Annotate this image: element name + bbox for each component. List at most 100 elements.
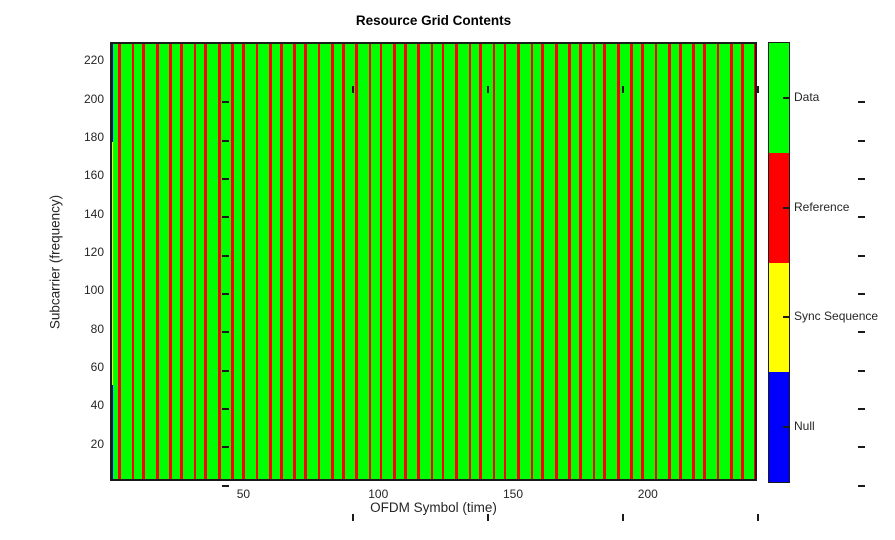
reference-symbol-stripe xyxy=(603,42,607,481)
x-tick-mark xyxy=(352,514,355,521)
x-tick-label: 150 xyxy=(503,487,524,501)
colorbar-tick-mark xyxy=(783,206,790,209)
reference-symbol-stripe xyxy=(703,42,706,481)
reference-symbol-stripe xyxy=(393,42,396,481)
x-tick-mark xyxy=(352,86,355,93)
y-tick-label: 40 xyxy=(90,398,104,413)
reference-symbol-stripe xyxy=(355,42,358,481)
reference-symbol-stripe xyxy=(692,42,695,481)
reference-symbol-stripe xyxy=(568,42,571,481)
x-tick-mark xyxy=(756,514,759,521)
reference-symbol-stripe xyxy=(730,42,733,481)
reference-symbol-stripe xyxy=(417,42,420,481)
y-tick-label: 200 xyxy=(83,91,104,106)
y-tick-mark xyxy=(858,254,865,257)
colorbar-segment xyxy=(769,152,789,263)
y-tick-label: 80 xyxy=(90,321,104,336)
y-tick-mark xyxy=(858,369,865,372)
y-tick-mark xyxy=(858,101,865,104)
y-tick-label: 120 xyxy=(83,244,104,259)
x-tick-label: 200 xyxy=(637,487,658,501)
reference-symbol-stripe xyxy=(455,42,458,481)
reference-symbol-stripe xyxy=(403,42,407,481)
reference-symbol-stripe xyxy=(217,42,221,481)
reference-symbol-stripe xyxy=(592,42,596,481)
y-tick-mark xyxy=(858,177,865,180)
y-tick-label: 160 xyxy=(83,168,104,183)
reference-symbol-stripe xyxy=(554,42,558,481)
sync-sequence-segment xyxy=(110,141,113,386)
y-tick-label: 20 xyxy=(90,436,104,451)
reference-symbol-stripe xyxy=(204,42,208,481)
x-axis-label: OFDM Symbol (time) xyxy=(370,500,497,515)
x-tick-mark xyxy=(487,514,490,521)
reference-symbol-stripe xyxy=(616,42,620,481)
y-tick-mark xyxy=(858,446,865,449)
reference-symbol-stripe xyxy=(492,42,496,481)
reference-symbol-stripe xyxy=(430,42,434,481)
sync-symbol-column xyxy=(110,42,113,481)
y-tick-label: 60 xyxy=(90,359,104,374)
reference-symbol-stripe xyxy=(193,42,197,481)
y-tick-mark xyxy=(222,101,229,104)
reference-symbol-stripe xyxy=(341,42,345,481)
reference-symbol-stripe xyxy=(479,42,483,481)
reference-symbol-stripe xyxy=(242,42,245,481)
y-tick-label: 140 xyxy=(83,206,104,221)
y-tick-mark xyxy=(222,446,229,449)
reference-symbol-stripe xyxy=(169,42,172,481)
reference-symbol-stripe xyxy=(255,42,259,481)
y-tick-mark xyxy=(858,407,865,410)
reference-symbol-stripe xyxy=(155,42,159,481)
reference-symbol-stripe xyxy=(740,42,744,481)
y-tick-mark xyxy=(222,254,229,257)
y-tick-mark xyxy=(858,331,865,334)
y-tick-label: 220 xyxy=(83,53,104,68)
reference-symbol-stripe xyxy=(579,42,582,481)
x-tick-mark xyxy=(756,86,759,93)
y-tick-label: 180 xyxy=(83,129,104,144)
reference-symbol-stripe xyxy=(530,42,534,481)
y-tick-label: 100 xyxy=(83,283,104,298)
colorbar-segment xyxy=(769,43,789,153)
resource-grid-canvas[interactable] xyxy=(110,42,757,481)
null-subcarriers-segment xyxy=(110,42,113,142)
x-tick-mark xyxy=(622,86,625,93)
reference-symbol-stripe xyxy=(142,42,146,481)
reference-symbol-stripe xyxy=(293,42,296,481)
reference-symbol-stripe xyxy=(716,42,720,481)
reference-symbol-stripe xyxy=(317,42,321,481)
colorbar-tick-mark xyxy=(783,316,790,319)
reference-symbol-stripe xyxy=(269,42,272,481)
reference-symbol-stripe xyxy=(468,42,472,481)
colorbar-tick-mark xyxy=(783,426,790,429)
reference-symbol-stripe xyxy=(678,42,682,481)
reference-symbol-stripe xyxy=(379,42,383,481)
colorbar-segment-label: Reference xyxy=(794,199,850,214)
y-tick-mark xyxy=(222,216,229,219)
x-tick-label: 100 xyxy=(368,487,389,501)
y-tick-mark xyxy=(222,369,229,372)
y-tick-mark xyxy=(222,292,229,295)
reference-symbol-stripe xyxy=(754,42,757,481)
y-tick-mark xyxy=(858,139,865,142)
colorbar-segment-label: Sync Sequence xyxy=(794,309,879,324)
y-tick-mark xyxy=(222,331,229,334)
reference-symbol-stripe xyxy=(331,42,334,481)
reference-symbol-stripe xyxy=(630,42,633,481)
reference-symbol-stripe xyxy=(368,42,372,481)
colorbar-segment xyxy=(769,262,789,373)
y-tick-mark xyxy=(222,484,229,487)
reference-symbol-stripe xyxy=(441,42,445,481)
reference-symbol-stripe xyxy=(654,42,658,481)
y-tick-mark xyxy=(858,484,865,487)
reference-symbol-stripe xyxy=(304,42,307,481)
y-tick-mark xyxy=(858,292,865,295)
reference-symbol-stripe xyxy=(118,42,121,481)
colorbar-tick-mark xyxy=(783,96,790,99)
colorbar-segment-label: Null xyxy=(794,419,815,434)
y-tick-mark xyxy=(858,216,865,219)
reference-symbol-stripe xyxy=(541,42,545,481)
null-subcarriers-segment xyxy=(110,385,113,481)
